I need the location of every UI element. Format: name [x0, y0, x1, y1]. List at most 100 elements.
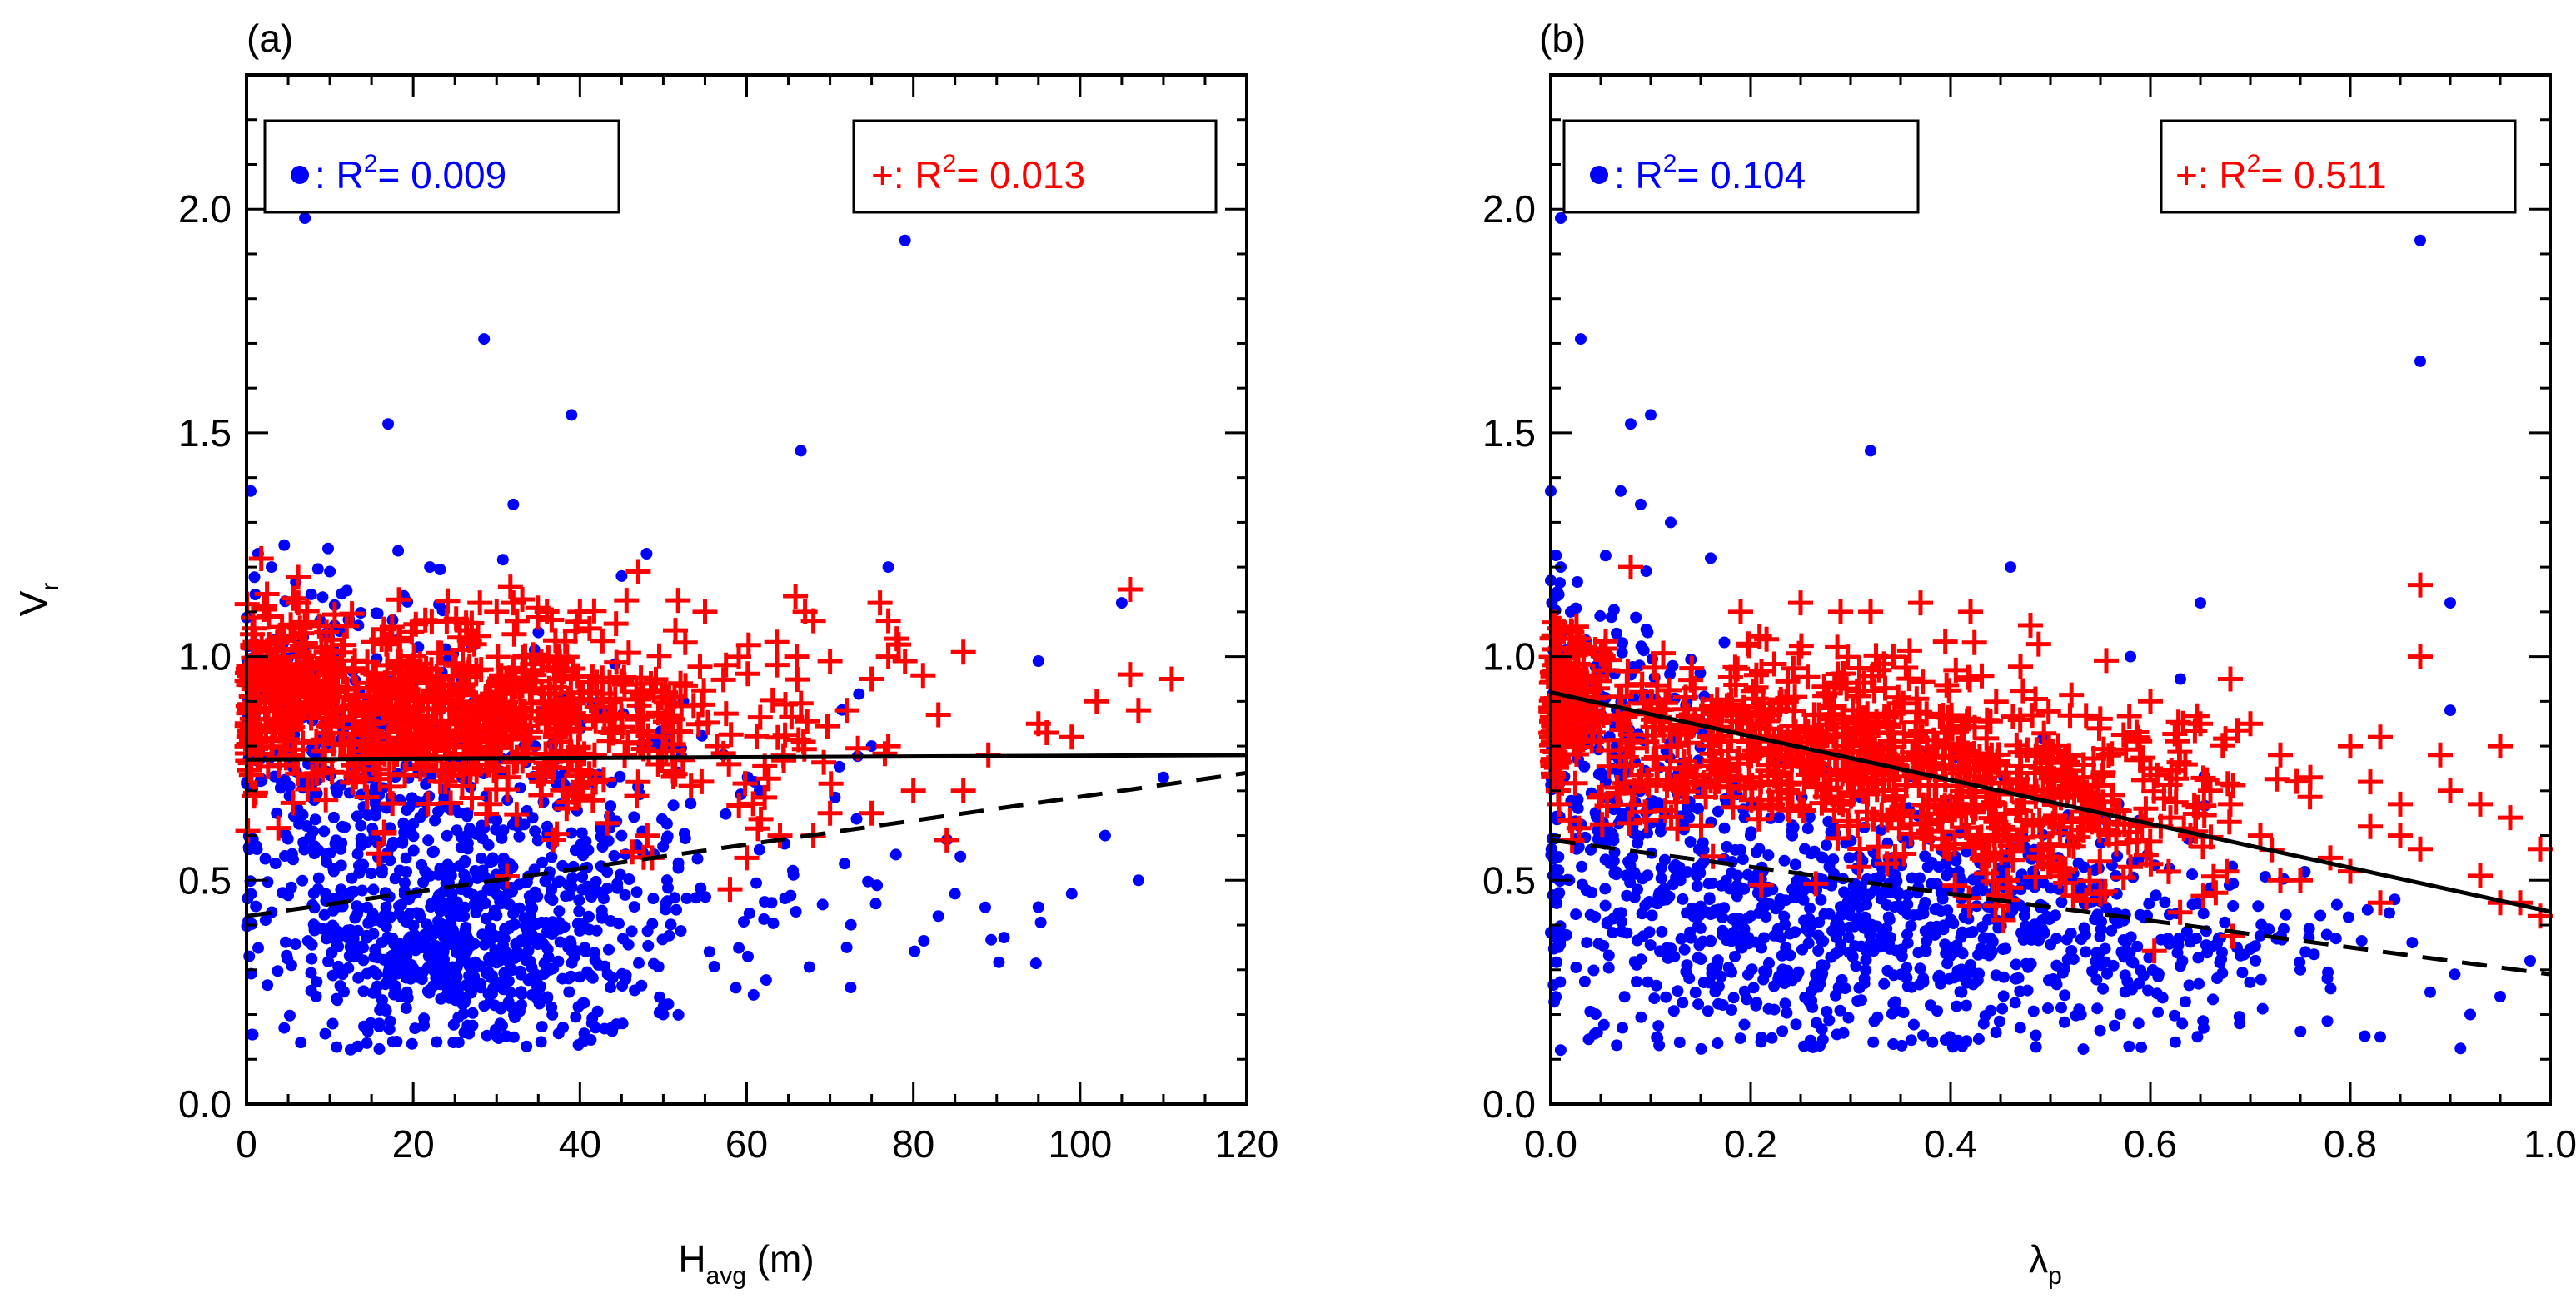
panel-b-dot-point [1658, 853, 1671, 866]
panel-b-dot-point [2014, 1022, 2026, 1034]
panel-a-dot-point [754, 784, 765, 797]
panel-b-plus-point [1832, 758, 1858, 783]
panel-b-dot-point [2175, 673, 2186, 685]
panel-b-dot-point [1667, 1005, 1680, 1017]
panel-b-dot-point [1997, 990, 2010, 1002]
panel-a-dot-point [738, 916, 750, 928]
panel-a-dot-point [299, 212, 311, 224]
panel-b-plus-point [1911, 825, 1937, 851]
panel-b-dot-point [1905, 1034, 1917, 1047]
panel-a-plus-point [875, 608, 901, 634]
panel-a-dot-point [845, 918, 857, 931]
panel-a-dot-point [529, 825, 541, 838]
panel-a-dot-point [262, 979, 274, 992]
panel-b-dot-point [1691, 862, 1703, 874]
panel-b-plus-point [2190, 765, 2216, 791]
panel-a-dot-point [441, 962, 454, 973]
panel-b-dot-point [2073, 1003, 2085, 1016]
panel-b-x-tick-labels: 0.0 0.2 0.4 0.6 0.8 1.0 [1524, 1122, 2576, 1166]
panel-a-plus-point [456, 628, 482, 654]
panel-a-dot-point [502, 996, 515, 1008]
panel-a-plus-point [666, 719, 691, 744]
panel-b-dot-point [1646, 909, 1658, 922]
panel-b-legend-right-sup: 2 [2247, 150, 2261, 177]
panel-b-dot-point [1952, 1034, 1964, 1047]
panel-a-dot-point [552, 955, 565, 967]
panel-a-dot-point [388, 988, 401, 1001]
panel-b-dot-point [1812, 929, 1825, 942]
panel-a-plus-point [512, 699, 537, 724]
panel-b-plus-point [1951, 731, 1976, 757]
panel-b-dot-point [1697, 977, 1710, 988]
panel-a-dot-point [408, 928, 421, 941]
panel-b-dot-point [1705, 552, 1717, 564]
panel-a-dot-point [475, 892, 487, 904]
panel-b-plus-point [2025, 631, 2051, 657]
panel-b-plus-point [2388, 823, 2413, 848]
panel-a-dot-point [909, 945, 921, 957]
panel-a-plus-point [580, 788, 605, 813]
panel-a-dot-point [954, 850, 967, 863]
panel-a-x-tick-label: 20 [392, 1122, 435, 1166]
panel-a-legend-right-sup: 2 [943, 150, 957, 177]
panel-b-legend-left-text: : R2= 0.104 [1614, 150, 1806, 196]
panel-b-dot-point [2026, 928, 2039, 940]
panel-a-dot-point [566, 409, 578, 421]
panel-b-dot-point [2094, 930, 2106, 942]
panel-b-plus-point [1658, 804, 1684, 830]
panel-b-dot-point [2320, 928, 2333, 941]
panel-a-plus-point [555, 789, 580, 815]
panel-a-x-axis-label-sub: avg [706, 1262, 746, 1290]
panel-b-dot-point [1940, 1034, 1951, 1046]
panel-a-dot-point [250, 900, 262, 913]
panel-a-dot-point [871, 879, 884, 892]
panel-b-dot-point [1607, 855, 1620, 868]
panel-b-plus-point [1910, 669, 1936, 695]
panel-a-dot-point [252, 942, 264, 954]
panel-a-plus-point [413, 655, 439, 681]
panel-a-dot-point [546, 928, 558, 940]
panel-a-plus-point [795, 709, 820, 734]
panel-b-dot-point [1838, 886, 1851, 898]
panel-b-dot-point [2330, 898, 2343, 911]
panel-b-dot-point [1681, 907, 1693, 919]
panel-b-dot-point [1842, 932, 1855, 944]
panel-b-plus-point [2020, 703, 2045, 729]
panel-a-dot-point [685, 798, 697, 810]
panel-b-label: (b) [1539, 17, 1586, 60]
panel-b-plus-point [1756, 752, 1781, 778]
panel-a-plus-point [611, 672, 637, 698]
panel-b-plus-point [2141, 938, 2167, 964]
panel-a-plus-point [431, 727, 457, 753]
panel-a-plus-point [432, 769, 458, 795]
panel-b-dot-point [1869, 883, 1881, 896]
panel-a-plus-point [457, 733, 483, 758]
panel-b-dot-point [1635, 1011, 1647, 1023]
panel-b-dot-point [1675, 933, 1687, 945]
panel-b-dot-point [1654, 945, 1666, 957]
panel-a-plus-point [867, 590, 893, 616]
panel-a-dot-point [521, 1040, 533, 1052]
panel-b-plus-point [1886, 684, 1911, 710]
panel-a-dot-point [833, 760, 845, 773]
panel-a-dot-point [1115, 597, 1128, 609]
panel-a-plus-point [710, 667, 736, 693]
panel-a-dot-point [998, 932, 1010, 944]
panel-a-plus-point [875, 644, 901, 669]
panel-a-plus-point [549, 666, 575, 692]
panel-a-plus-point [779, 704, 805, 730]
panel-a-dot-point [371, 952, 384, 964]
panel-a-plus-point [386, 587, 412, 613]
panel-a-legend-r2-dots: : R2= 0.009 [263, 119, 620, 214]
panel-b-plus-point [2268, 868, 2293, 893]
panel-a-dot-point [611, 878, 624, 890]
panel-a-plus-point [237, 758, 262, 783]
panel-a-dot-point [480, 913, 492, 925]
panel-a-dot-point [441, 858, 454, 871]
panel-a-dot-point [700, 891, 711, 903]
panel-b-dot-point [1835, 901, 1846, 913]
panel-b-dot-point [1883, 913, 1896, 926]
panel-b-dot-point [1616, 925, 1627, 938]
panel-a-dot-point [318, 825, 331, 838]
panel-b-plus-point [2248, 823, 2273, 848]
